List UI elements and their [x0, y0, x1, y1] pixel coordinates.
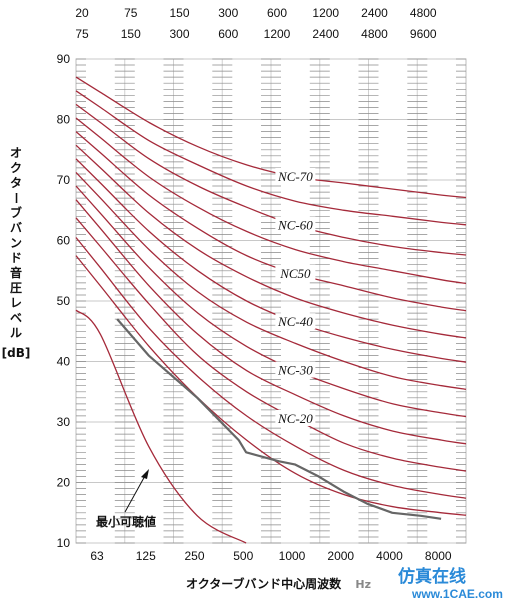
threshold-arrow: [124, 469, 149, 513]
y-tick-label: 20: [57, 476, 71, 490]
x-tick-label: 2000: [327, 549, 354, 563]
nc-curve: [75, 117, 467, 285]
x-tick-label: 125: [136, 549, 156, 563]
threshold-curve-label: 最小可聴値: [96, 514, 156, 529]
y-axis: 10 20 30 40 50 60 70 80 90: [57, 52, 71, 550]
x-tick-label: 500: [233, 549, 253, 563]
x-tick-label: 63: [90, 549, 104, 563]
x-axis-title: オクターブバンド中心周波数 Hz: [186, 576, 371, 591]
nc-curve: [75, 131, 467, 312]
nc-curve: [75, 237, 467, 499]
band-low-label: 20: [75, 6, 89, 20]
y-tick-label: 80: [57, 113, 71, 127]
y-axis-title-char: ベ: [10, 311, 22, 325]
nc-curve-label: NC-20: [277, 411, 313, 426]
band-high-label: 600: [218, 27, 238, 41]
band-low-label: 4800: [410, 6, 437, 20]
band-high-label: 300: [169, 27, 189, 41]
band-low-label: 600: [267, 6, 287, 20]
y-tick-label: 50: [57, 294, 71, 308]
band-low-label: 75: [124, 6, 138, 20]
nc-label-bg: [275, 264, 316, 281]
nc-label-bg: [275, 409, 316, 426]
x-tick-label: 8000: [425, 549, 452, 563]
x-axis: 63 125 250 500 1000 2000 4000 8000: [90, 549, 452, 563]
hatch-grid: [76, 58, 466, 544]
watermark-url: www.1CAE.com: [411, 587, 503, 601]
nc-label-bg: [275, 167, 316, 184]
nc-curve: [75, 76, 467, 199]
nc-curve-label: NC50: [279, 266, 311, 281]
y-tick-label: 60: [57, 234, 71, 248]
threshold-curve: [75, 309, 247, 544]
y-axis-title-char: 圧: [10, 281, 22, 295]
band-low-label: 300: [218, 6, 238, 20]
top-band-scale: 20 75 75 150 150 300 300 600 600 1200 1200 2400 2400…: [75, 6, 437, 41]
y-axis-title-char: 音: [10, 265, 22, 280]
band-low-label: 150: [169, 6, 189, 20]
measured-curve-group: [116, 318, 442, 520]
y-axis-title-char: ク: [10, 161, 22, 175]
x-axis-title-text: オクターブバンド中心周波数: [186, 576, 342, 591]
nc-curve: [75, 171, 467, 390]
nc-curve: [75, 199, 467, 445]
nc-curve-label: NC-30: [277, 363, 313, 378]
band-high-label: 1200: [264, 27, 291, 41]
watermark-text: 仿真在线: [398, 566, 466, 587]
x-tick-label: 4000: [376, 549, 403, 563]
y-axis-title-char: ー: [9, 192, 23, 204]
y-axis-unit: [dB]: [2, 346, 31, 360]
x-tick-label: 1000: [279, 549, 306, 563]
y-tick-label: 10: [57, 536, 71, 550]
nc-curve-label: NC-40: [277, 314, 313, 329]
y-axis-title-char: ル: [10, 326, 22, 340]
y-axis-title-char: オ: [10, 146, 22, 160]
band-high-label: 150: [121, 27, 141, 41]
band-high-label: 4800: [361, 27, 388, 41]
nc-curve: [75, 158, 467, 363]
y-axis-title-char: バ: [10, 221, 22, 235]
y-axis-title-char: タ: [10, 176, 22, 190]
nc-curve: [75, 185, 467, 418]
y-tick-label: 90: [57, 52, 71, 66]
x-axis-unit: Hz: [355, 578, 371, 591]
nc-curve: [75, 103, 467, 256]
x-tick-label: 250: [184, 549, 204, 563]
nc-labels: NC-70 NC-60 NC50 NC-40 NC-30 NC-20: [275, 167, 316, 426]
y-axis-title-char: ド: [10, 251, 22, 265]
nc-curve: [75, 144, 467, 339]
band-high-label: 2400: [312, 27, 339, 41]
hatch-ticks: [76, 58, 466, 544]
watermark-logo: 仿真在线 www.1CAE.com: [398, 566, 503, 601]
band-low-label: 1200: [312, 6, 339, 20]
y-tick-label: 40: [57, 355, 71, 369]
band-high-label: 75: [75, 27, 89, 41]
measured-spectrum-curve: [116, 318, 442, 520]
y-axis-title-char: レ: [10, 296, 22, 310]
nc-label-bg: [275, 361, 316, 378]
nc-label-bg: [275, 216, 316, 233]
y-tick-label: 30: [57, 415, 71, 429]
nc-curve-label: NC-70: [277, 169, 313, 184]
nc-curve: [75, 90, 467, 226]
y-tick-label: 70: [57, 173, 71, 187]
nc-curves: [75, 76, 467, 516]
threshold-curve-group: [75, 309, 247, 544]
nc-curve-label: NC-60: [277, 217, 313, 232]
nc-label-bg: [275, 313, 316, 330]
nc-curve: [75, 217, 467, 472]
band-high-label: 9600: [410, 27, 437, 41]
y-axis-title-char: ブ: [10, 205, 22, 220]
y-axis-title-char: ン: [10, 236, 22, 250]
band-low-label: 2400: [361, 6, 388, 20]
nc-curve: [75, 255, 467, 516]
